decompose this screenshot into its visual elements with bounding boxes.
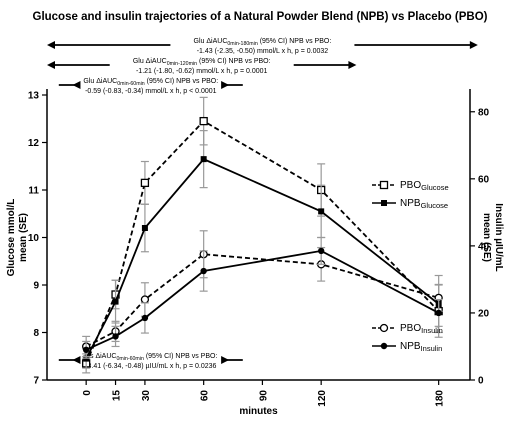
y-left-tick-label: 9 (33, 281, 39, 292)
y-left-tick-label: 12 (28, 138, 40, 149)
annotations-layer: Glu ΔiAUC0min-180min (95% CI) NPB vs PBO… (47, 38, 478, 370)
series-line (85, 158, 440, 360)
series-line (85, 253, 439, 348)
y-left-tick-label: 7 (33, 376, 39, 387)
y-right-tick-label: 80 (478, 107, 490, 118)
data-point (112, 333, 119, 340)
legend-label: NPBInsulin (400, 341, 442, 353)
annotation-text: Ins ΔiAUC0min-60min (95% CI) NPB vs PBO:… (84, 353, 217, 370)
legend-marker (381, 200, 387, 206)
legend-marker (380, 342, 388, 350)
legend-item: NPBInsulin (372, 341, 442, 353)
legend-label: NPBGlucose (400, 198, 448, 210)
data-point (140, 178, 150, 188)
annotation-line1: Glu ΔiAUC0min-120min (95% CI) NPB vs PBO… (133, 58, 271, 67)
y-axis-label-left: Glucose mmol/Lmean (SE) (6, 199, 29, 277)
data-point (140, 295, 150, 304)
y-axis-label-right: Insulin µIU/mLmean (SE) (481, 203, 504, 272)
x-tick-label: 120 (317, 390, 328, 407)
annotation-line1: Ins ΔiAUC0min-60min (95% CI) NPB vs PBO: (84, 353, 217, 362)
y-right-tick-label: 0 (478, 376, 484, 387)
annotation-line2: -1.21 (-1.80, -0.62) mmol/L x h, p = 0.0… (136, 68, 268, 75)
annotation-line1: Glu ΔiAUC0min-180min (95% CI) NPB vs PBO… (194, 38, 332, 47)
y-left-tick-label: 13 (28, 91, 40, 102)
x-tick-label: 90 (258, 390, 269, 402)
annotation-arrow-head-left (47, 41, 55, 49)
y-left-tick-label: 11 (28, 186, 39, 197)
data-point (199, 116, 208, 126)
y-left-tick-label: 10 (28, 233, 40, 244)
annotation-text: Glu ΔiAUC0min-120min (95% CI) NPB vs PBO… (133, 58, 271, 75)
data-point (112, 298, 119, 305)
x-axis-label: minutes (239, 406, 278, 417)
data-point (318, 208, 325, 215)
annotation-line2: -3.41 (-6.34, -0.48) µIU/mL x h, p = 0.0… (85, 363, 216, 370)
annotation-line2: -1.43 (-2.35, -0.50) mmol/L x h, p = 0.0… (197, 48, 329, 55)
x-tick-label: 15 (112, 390, 123, 402)
series-line (85, 119, 440, 364)
legend-marker (379, 180, 389, 190)
data-point (317, 247, 325, 255)
annotation-text: Glu ΔiAUC0min-60min (95% CI) NPB vs PBO:… (83, 78, 218, 95)
x-tick-label: 180 (435, 390, 446, 407)
data-point (435, 309, 442, 317)
legend-label: PBOGlucose (400, 180, 449, 192)
annotation-arrow-head-left (72, 356, 81, 364)
annotation-arrow-head-left (47, 61, 55, 69)
legend: PBOGlucose NPBGlucose PBOInsulin NPBInsulin (372, 180, 449, 353)
annotation-arrow-head-left (72, 81, 81, 89)
annotation-arrow-head-right (221, 81, 230, 89)
data-point (82, 346, 90, 354)
annotation-line1: Glu ΔiAUC0min-60min (95% CI) NPB vs PBO: (83, 78, 218, 87)
y-right-tick-label: 20 (478, 308, 490, 319)
x-tick-label: 30 (141, 390, 152, 402)
x-tick-label: 0 (82, 390, 93, 396)
y-left-tick-label: 8 (33, 328, 39, 339)
series-layer (82, 96, 443, 374)
legend-item: PBOInsulin (372, 323, 443, 335)
legend-marker (379, 323, 389, 333)
series-npb-insulin (82, 236, 443, 359)
annotation-text: Glu ΔiAUC0min-180min (95% CI) NPB vs PBO… (194, 38, 332, 55)
annotation-arrow-head-right (348, 61, 357, 69)
data-point (200, 156, 207, 163)
series-line (85, 249, 440, 351)
data-point (200, 267, 207, 275)
series-npb-glucose (82, 130, 443, 369)
chart-title: Glucose and insulin trajectories of a Na… (33, 11, 488, 23)
annotation-arrow-head-right (221, 356, 230, 364)
x-tick-label: 60 (200, 390, 211, 402)
y-right-tick-label: 40 (478, 241, 490, 252)
annotation-line2: -0.59 (-0.83, -0.34) mmol/L x h, p < 0.0… (85, 88, 217, 95)
series-pbo-glucose (82, 96, 443, 374)
legend-item: NPBGlucose (372, 198, 448, 210)
axes-layer: 7 8 9 10 11 12 13 0 20 40 60 80 0 15 30 60 90 120 180 minut… (6, 89, 504, 417)
legend-label: PBOInsulin (400, 323, 443, 335)
legend-item: PBOGlucose (372, 180, 449, 192)
annotation-arrow-head-right (469, 41, 478, 49)
data-point (141, 314, 149, 322)
data-point (141, 225, 148, 231)
y-right-tick-label: 60 (478, 174, 490, 185)
